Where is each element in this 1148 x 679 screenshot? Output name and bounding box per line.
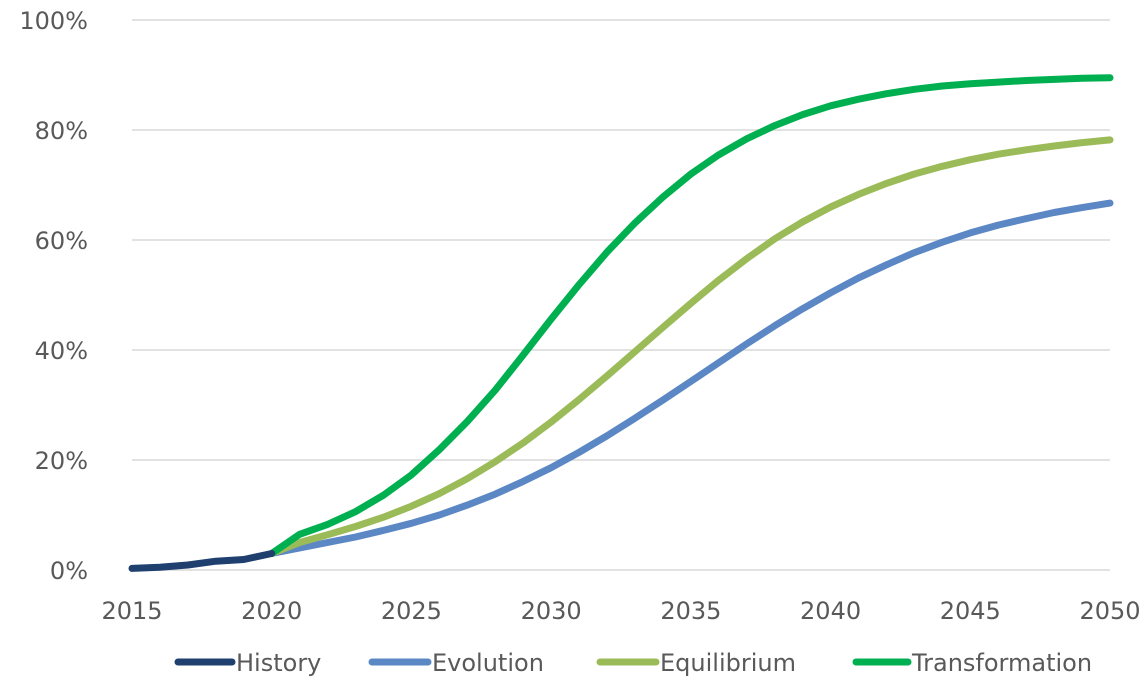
x-tick-label: 2045 (940, 597, 1001, 625)
y-axis-ticks: 0% 20% 40% 60% 80% 100% (19, 7, 88, 585)
legend-label-history: History (236, 649, 321, 677)
y-tick-label: 40% (35, 337, 88, 365)
legend: History Evolution Equilibrium Transformatio… (174, 649, 1092, 677)
x-axis-ticks: 2015 2020 2025 2030 2035 2040 2045 2050 (101, 597, 1140, 625)
y-tick-label: 0% (50, 557, 88, 585)
x-tick-label: 2030 (521, 597, 582, 625)
x-tick-label: 2015 (101, 597, 162, 625)
series-line-history (128, 550, 276, 572)
y-tick-label: 60% (35, 227, 88, 255)
y-tick-label: 20% (35, 447, 88, 475)
series-lines (128, 74, 1114, 572)
y-tick-label: 80% (35, 117, 88, 145)
x-tick-label: 2050 (1079, 597, 1140, 625)
gridlines (132, 19, 1110, 571)
x-tick-label: 2040 (800, 597, 861, 625)
x-tick-label: 2020 (241, 597, 302, 625)
series-line-evolution (268, 199, 1114, 557)
legend-label-transformation: Transformation (911, 649, 1092, 677)
legend-label-evolution: Evolution (432, 649, 544, 677)
series-line-transformation (268, 74, 1114, 557)
series-line-equilibrium (268, 136, 1114, 557)
y-tick-label: 100% (19, 7, 88, 35)
x-tick-label: 2025 (381, 597, 442, 625)
legend-label-equilibrium: Equilibrium (660, 649, 796, 677)
x-tick-label: 2035 (660, 597, 721, 625)
